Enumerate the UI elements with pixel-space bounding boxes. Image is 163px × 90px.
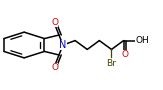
Text: O: O: [52, 18, 58, 27]
Text: OH: OH: [135, 36, 149, 45]
Text: O: O: [52, 63, 58, 72]
Text: Br: Br: [107, 59, 116, 68]
Text: N: N: [59, 40, 67, 50]
Text: O: O: [121, 50, 128, 59]
